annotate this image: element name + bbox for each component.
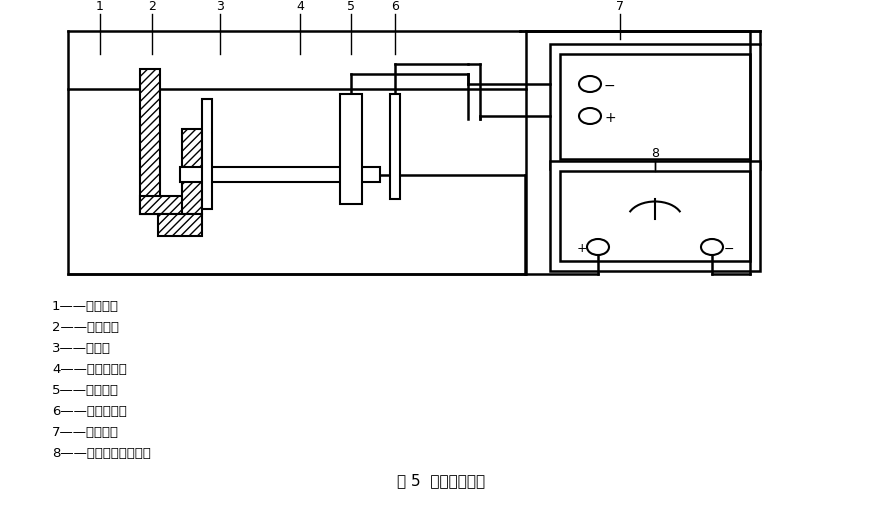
Text: −: − — [724, 242, 735, 255]
Bar — [550, 45, 760, 169]
Text: 图 5  电解脱锡装置: 图 5 电解脱锡装置 — [397, 472, 485, 487]
Bar — [158, 215, 202, 237]
Bar — [68, 90, 526, 274]
Text: 7: 7 — [616, 0, 624, 13]
Text: 8: 8 — [651, 147, 659, 160]
Text: 3——试样；: 3——试样； — [52, 342, 111, 354]
Ellipse shape — [579, 109, 601, 125]
Text: 5——碳电极；: 5——碳电极； — [52, 383, 119, 396]
Text: 7——记录仪；: 7——记录仪； — [52, 425, 119, 438]
Text: 5: 5 — [347, 0, 355, 13]
Text: 1: 1 — [96, 0, 104, 13]
Bar — [550, 162, 760, 271]
Bar — [202, 100, 212, 210]
Bar — [340, 95, 362, 205]
Bar — [390, 95, 400, 200]
Text: 6: 6 — [391, 0, 399, 13]
Bar — [560, 172, 750, 262]
Ellipse shape — [587, 240, 609, 256]
Ellipse shape — [579, 77, 601, 93]
Text: +: + — [604, 111, 616, 125]
Text: 2——试样夹；: 2——试样夹； — [52, 320, 119, 333]
Text: +: + — [576, 242, 587, 255]
Text: −: − — [604, 79, 616, 93]
Text: 2: 2 — [148, 0, 156, 13]
Bar — [182, 130, 202, 215]
Text: 6——参考电极；: 6——参考电极； — [52, 404, 127, 417]
Text: 1——脱锡槽；: 1——脱锡槽； — [52, 299, 119, 313]
Text: 3: 3 — [216, 0, 224, 13]
Bar — [180, 167, 380, 183]
Ellipse shape — [701, 240, 723, 256]
Bar — [560, 55, 750, 160]
Bar — [140, 196, 200, 215]
Bar — [140, 70, 160, 215]
Text: 4: 4 — [296, 0, 304, 13]
Text: 4——脱锡溶液；: 4——脱锡溶液； — [52, 362, 127, 375]
Text: 8——恒电流直流电源。: 8——恒电流直流电源。 — [52, 446, 151, 459]
